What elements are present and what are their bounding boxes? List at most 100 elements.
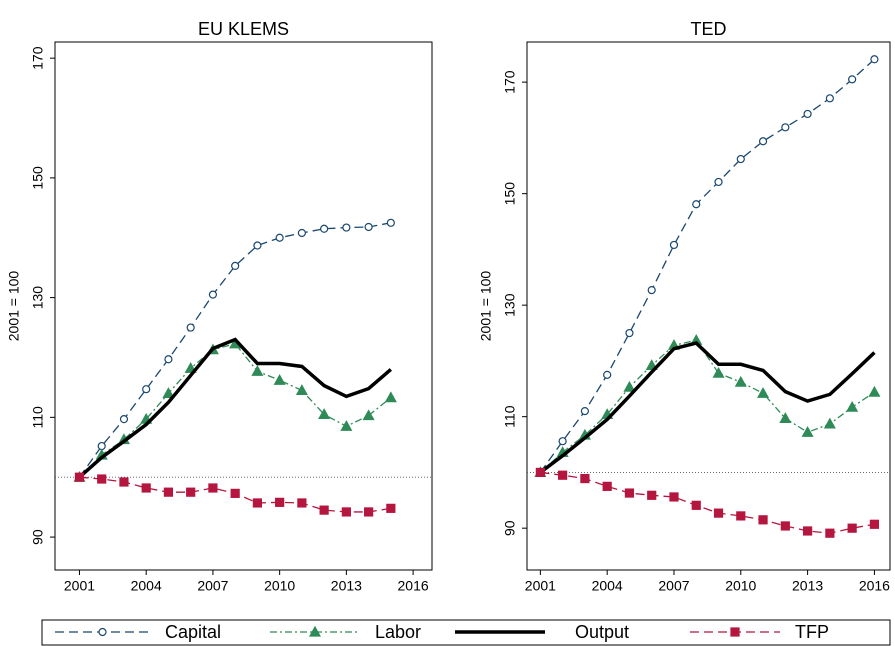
point bbox=[230, 488, 240, 498]
point bbox=[342, 223, 351, 232]
point bbox=[736, 511, 746, 521]
point bbox=[208, 483, 218, 493]
legend-label: Output bbox=[575, 622, 629, 642]
point bbox=[97, 441, 106, 451]
point bbox=[869, 519, 880, 529]
point bbox=[714, 177, 723, 187]
series-line bbox=[78, 222, 391, 478]
chart-title: EU KLEMS bbox=[198, 19, 289, 39]
point bbox=[251, 365, 264, 376]
point bbox=[868, 385, 881, 397]
plot-frame bbox=[54, 41, 433, 571]
point bbox=[320, 224, 329, 233]
point bbox=[297, 498, 307, 508]
series-line bbox=[79, 342, 392, 478]
legend-label: Labor bbox=[375, 622, 421, 642]
point bbox=[781, 123, 790, 132]
series-line bbox=[539, 58, 875, 473]
point bbox=[691, 500, 701, 510]
point bbox=[734, 375, 747, 387]
x-tick-label: 2004 bbox=[592, 578, 623, 594]
point bbox=[141, 483, 151, 493]
point bbox=[669, 240, 679, 250]
point bbox=[275, 497, 285, 507]
point bbox=[801, 426, 814, 437]
point bbox=[186, 487, 196, 497]
point bbox=[208, 290, 218, 299]
point bbox=[364, 222, 373, 232]
y-tick-label: 170 bbox=[502, 70, 518, 94]
legend-label: Capital bbox=[165, 622, 221, 642]
point bbox=[647, 286, 656, 295]
y-tick-label: 130 bbox=[30, 286, 46, 310]
plot-frame bbox=[526, 41, 891, 571]
x-tick-label: 2001 bbox=[64, 578, 95, 594]
series-line bbox=[78, 337, 392, 479]
point bbox=[97, 474, 107, 484]
series-line bbox=[539, 341, 876, 474]
x-tick-label: 2001 bbox=[525, 578, 556, 594]
y-tick-label: 110 bbox=[30, 406, 46, 429]
point bbox=[186, 323, 195, 332]
point bbox=[119, 415, 129, 424]
x-tick-label: 2007 bbox=[658, 578, 689, 594]
point bbox=[692, 200, 701, 209]
point bbox=[308, 625, 322, 637]
point bbox=[164, 355, 173, 364]
point bbox=[163, 487, 174, 497]
point bbox=[318, 408, 331, 419]
x-tick-label: 2010 bbox=[264, 578, 295, 594]
point bbox=[779, 412, 792, 423]
point bbox=[252, 498, 263, 508]
x-tick-label: 2016 bbox=[398, 578, 429, 594]
x-tick-label: 2010 bbox=[725, 578, 756, 594]
y-tick-label: 170 bbox=[30, 46, 46, 70]
point bbox=[362, 409, 375, 421]
point bbox=[625, 328, 634, 338]
point bbox=[275, 233, 284, 242]
point bbox=[580, 473, 590, 484]
point bbox=[119, 477, 129, 487]
legend-frame bbox=[41, 619, 891, 646]
point bbox=[780, 521, 790, 531]
point bbox=[98, 627, 107, 637]
point bbox=[231, 261, 240, 270]
point bbox=[319, 505, 329, 515]
point bbox=[623, 380, 636, 392]
point bbox=[825, 94, 834, 103]
y-tick-label: 90 bbox=[30, 529, 46, 545]
x-tick-label: 2013 bbox=[792, 578, 823, 594]
point bbox=[386, 218, 395, 227]
point bbox=[364, 507, 374, 517]
point bbox=[558, 437, 567, 446]
point bbox=[384, 391, 397, 403]
point bbox=[803, 109, 812, 119]
point bbox=[736, 154, 745, 164]
point bbox=[647, 490, 657, 500]
series-line bbox=[539, 339, 875, 473]
point bbox=[253, 241, 262, 250]
point bbox=[142, 385, 151, 394]
point bbox=[273, 373, 286, 385]
point bbox=[295, 384, 308, 396]
x-tick-label: 2007 bbox=[197, 578, 228, 594]
point bbox=[297, 228, 306, 238]
point bbox=[74, 472, 85, 482]
x-tick-label: 2016 bbox=[859, 578, 890, 594]
y-tick-label: 150 bbox=[502, 182, 518, 206]
series-line bbox=[540, 471, 875, 534]
point bbox=[624, 488, 635, 498]
point bbox=[847, 523, 857, 533]
point bbox=[535, 467, 545, 478]
point bbox=[758, 137, 768, 146]
point bbox=[558, 470, 568, 480]
y-tick-label: 90 bbox=[502, 520, 518, 536]
point bbox=[730, 627, 740, 637]
legend-label: TFP bbox=[795, 622, 829, 642]
point bbox=[825, 528, 835, 538]
point bbox=[580, 406, 590, 416]
point bbox=[669, 492, 679, 502]
point bbox=[757, 387, 770, 398]
point bbox=[803, 526, 813, 536]
